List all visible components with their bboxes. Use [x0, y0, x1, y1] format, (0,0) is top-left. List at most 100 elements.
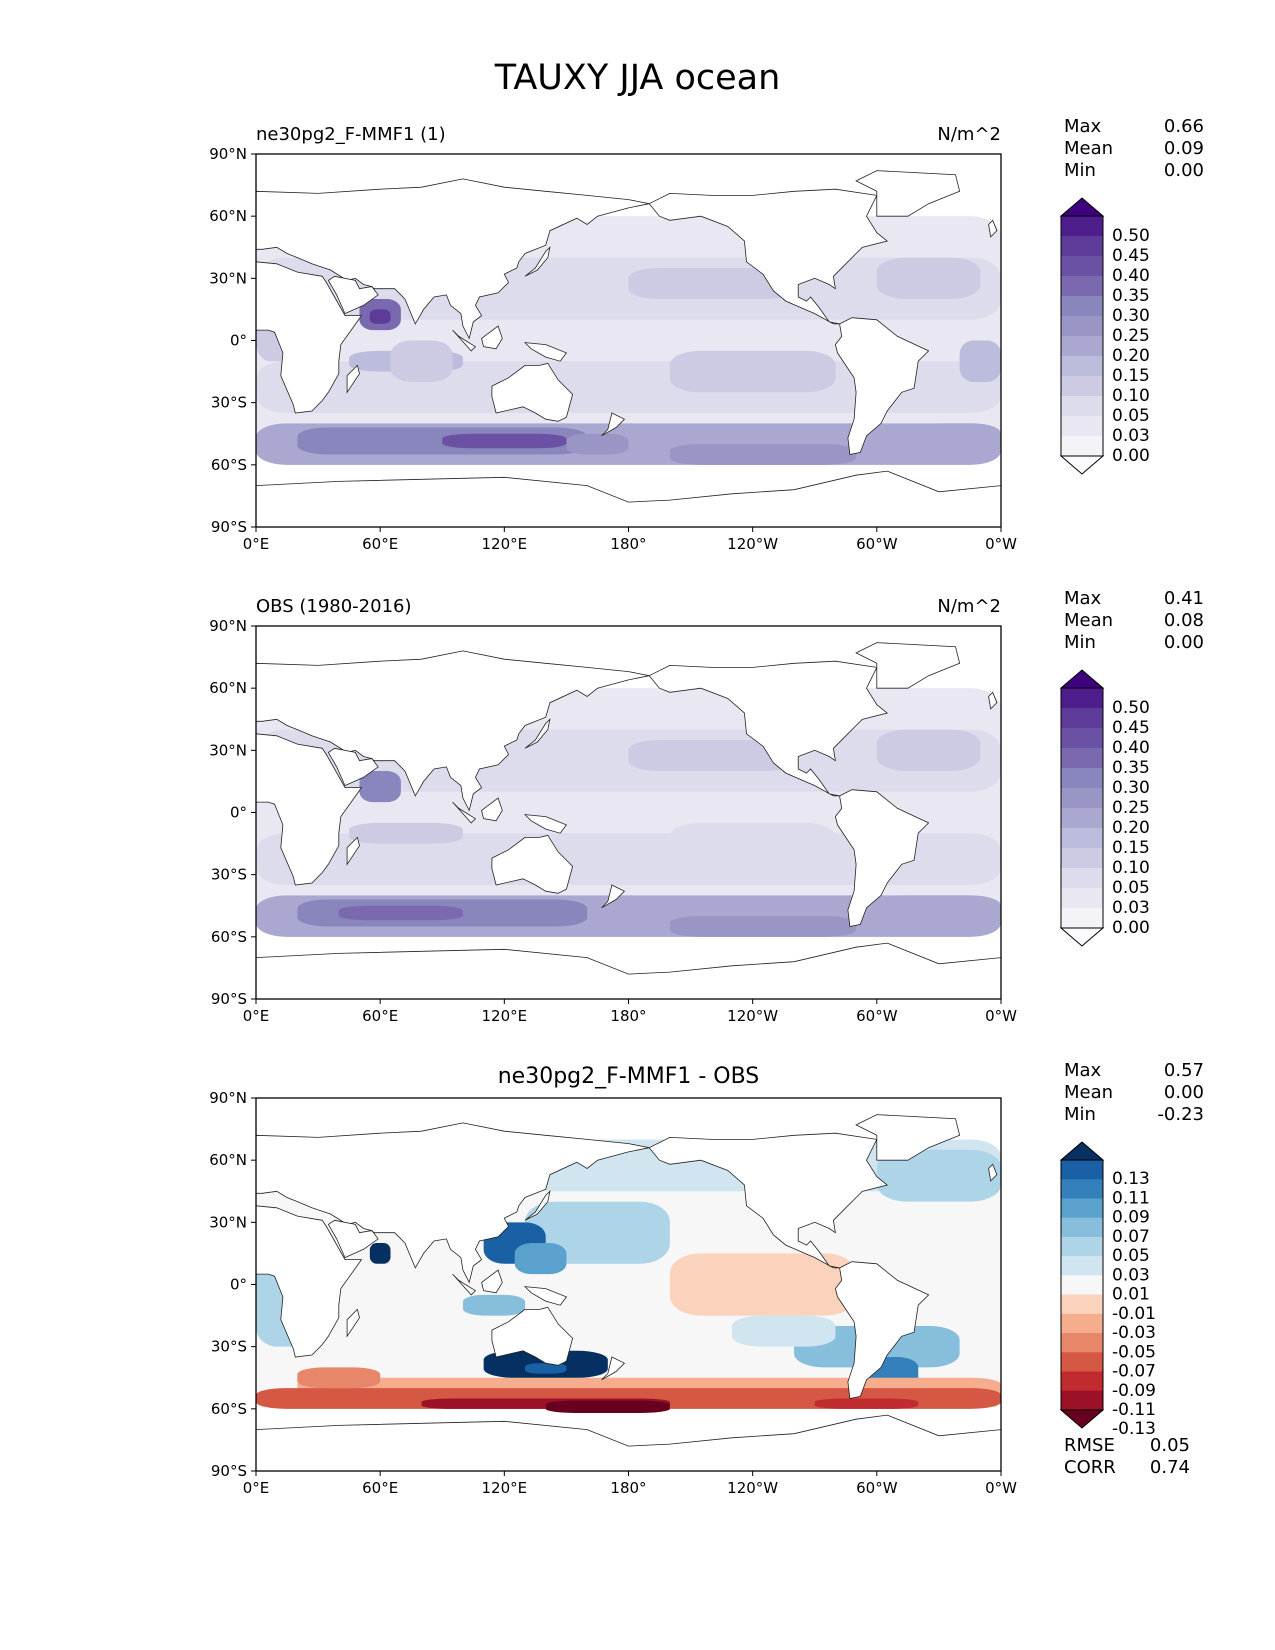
x-tick-label: 60°W — [856, 1479, 898, 1497]
colorbar-segment — [1061, 1352, 1103, 1373]
colorbar-segment — [1061, 376, 1103, 397]
colorbar-segment — [1061, 1198, 1103, 1219]
x-tick-label: 180° — [610, 535, 646, 553]
stat-row: Mean 0.09 — [1064, 138, 1204, 160]
contour-region — [369, 1243, 391, 1264]
contour-region — [349, 822, 463, 844]
colorbar-segment — [1061, 1236, 1103, 1257]
colorbar-tick-label: -0.11 — [1112, 1400, 1156, 1420]
colorbar-segment — [1061, 256, 1103, 277]
y-tick-label: 60°S — [211, 456, 247, 474]
stat-value: 0.66 — [1163, 116, 1204, 137]
colorbar-segment — [1061, 768, 1103, 789]
colorbar: 0.50 0.45 0.40 0.35 0.30 0.25 0.20 0.15 0.10 0.05… — [1059, 658, 1220, 1002]
coastline — [988, 1163, 998, 1182]
stat-row: Mean 0.08 — [1064, 610, 1204, 632]
contour-region — [514, 1243, 567, 1275]
colorbar-tick-label: 0.11 — [1112, 1188, 1150, 1208]
stat-label: Min — [1064, 160, 1096, 181]
stat-value: 0.41 — [1163, 588, 1204, 609]
colorbar-tick-label: 0.01 — [1112, 1285, 1150, 1305]
colorbar-tick-label: 0.10 — [1112, 386, 1150, 406]
coastline — [648, 660, 889, 797]
x-tick-label: 180° — [610, 1007, 646, 1025]
coastline — [327, 275, 379, 315]
stat-row: Max 0.66 — [1064, 116, 1204, 138]
colorbar-tick-label: -0.05 — [1112, 1342, 1156, 1362]
x-tick-label: 0°W — [985, 1479, 1017, 1497]
coastline — [256, 1122, 650, 1284]
colorbar-segment — [1061, 748, 1103, 769]
stat-label: Max — [1064, 588, 1102, 609]
coastline — [988, 219, 998, 238]
stats-block: Max 0.41 Mean 0.08 Min 0.00 — [1064, 588, 1204, 654]
coastline — [256, 1205, 363, 1358]
map-plot: 0°E 60°E 120°E 180° 120°W 60°W 0°W 90°N 60°N 30°N… — [209, 145, 1017, 553]
y-tick-label: 90°N — [209, 617, 247, 635]
y-tick-label: 60°S — [211, 928, 247, 946]
map-plot: 0°E 60°E 120°E 180° 120°W 60°W 0°W 90°N 60°N 30°N… — [209, 617, 1017, 1025]
y-tick-label: 0° — [230, 804, 247, 822]
coastline — [834, 789, 930, 927]
contour-region — [876, 1149, 1001, 1202]
colorbar-tick-label: 0.45 — [1112, 718, 1150, 738]
coastline — [481, 1269, 503, 1294]
coastline — [834, 1261, 930, 1399]
coastline — [346, 1308, 360, 1338]
contour-region — [545, 1400, 670, 1413]
colorbar-segment — [1061, 888, 1103, 909]
colorbar-tick-label: -0.13 — [1112, 1419, 1156, 1439]
colorbar-segment — [1061, 436, 1103, 457]
stat-label: Mean — [1064, 1082, 1114, 1103]
stat-row: Max 0.41 — [1064, 588, 1204, 610]
x-tick-label: 120°E — [482, 1479, 528, 1497]
contour-region — [876, 895, 1001, 927]
y-tick-label: 90°S — [211, 990, 247, 1008]
colorbar-segment — [1061, 1217, 1103, 1238]
y-tick-label: 30°S — [211, 866, 247, 884]
coastline — [491, 362, 574, 422]
coastline — [452, 801, 477, 824]
coastline — [855, 642, 961, 689]
y-tick-label: 90°S — [211, 1462, 247, 1480]
colorbar-tick-label: 0.03 — [1112, 426, 1150, 446]
coastline — [601, 412, 626, 437]
coastline — [601, 1356, 626, 1381]
colorbar-tick-label: 0.05 — [1112, 406, 1150, 426]
stat-value: 0.00 — [1163, 1082, 1204, 1103]
colorbar-segment — [1061, 216, 1103, 237]
colorbar-segment — [1061, 1179, 1103, 1199]
colorbar-segment — [1061, 1313, 1103, 1334]
colorbar-segment — [1061, 868, 1103, 889]
y-tick-label: 0° — [230, 1276, 247, 1294]
x-tick-label: 120°E — [482, 535, 528, 553]
colorbar-segment — [1061, 316, 1103, 337]
coastline — [524, 718, 551, 749]
contour-region — [669, 822, 836, 865]
y-tick-label: 30°N — [209, 269, 247, 287]
stat-value: 0.74 — [1149, 1457, 1190, 1478]
colorbar-segment — [1061, 828, 1103, 849]
contour-region — [876, 257, 981, 300]
colorbar-segment — [1061, 1333, 1103, 1353]
coastline — [834, 317, 930, 455]
stat-label: RMSE — [1064, 1435, 1115, 1456]
x-tick-label: 0°W — [985, 1007, 1017, 1025]
y-tick-label: 90°N — [209, 145, 247, 163]
map-panel-1: ne30pg2_F-MMF1 (1) N/m^2 0°E 60°E 120°E 180° 1… — [0, 0, 1275, 553]
colorbar-segment — [1061, 688, 1103, 709]
y-tick-label: 30°S — [211, 1338, 247, 1356]
y-tick-label: 60°N — [209, 679, 247, 697]
contour-region — [442, 433, 567, 449]
contour-region — [338, 905, 463, 921]
x-tick-label: 60°W — [856, 535, 898, 553]
colorbar-tick-label: 0.00 — [1112, 446, 1150, 466]
coastline — [524, 1190, 551, 1221]
colorbar-tick-label: 0.25 — [1112, 798, 1150, 818]
contour-region — [566, 433, 629, 455]
contour-region — [669, 444, 857, 465]
colorbar-tick-label: 0.35 — [1112, 758, 1150, 778]
x-tick-label: 120°E — [482, 1007, 528, 1025]
colorbar-tick-label: 0.20 — [1112, 346, 1150, 366]
colorbar-tick-label: 0.03 — [1112, 1265, 1150, 1285]
